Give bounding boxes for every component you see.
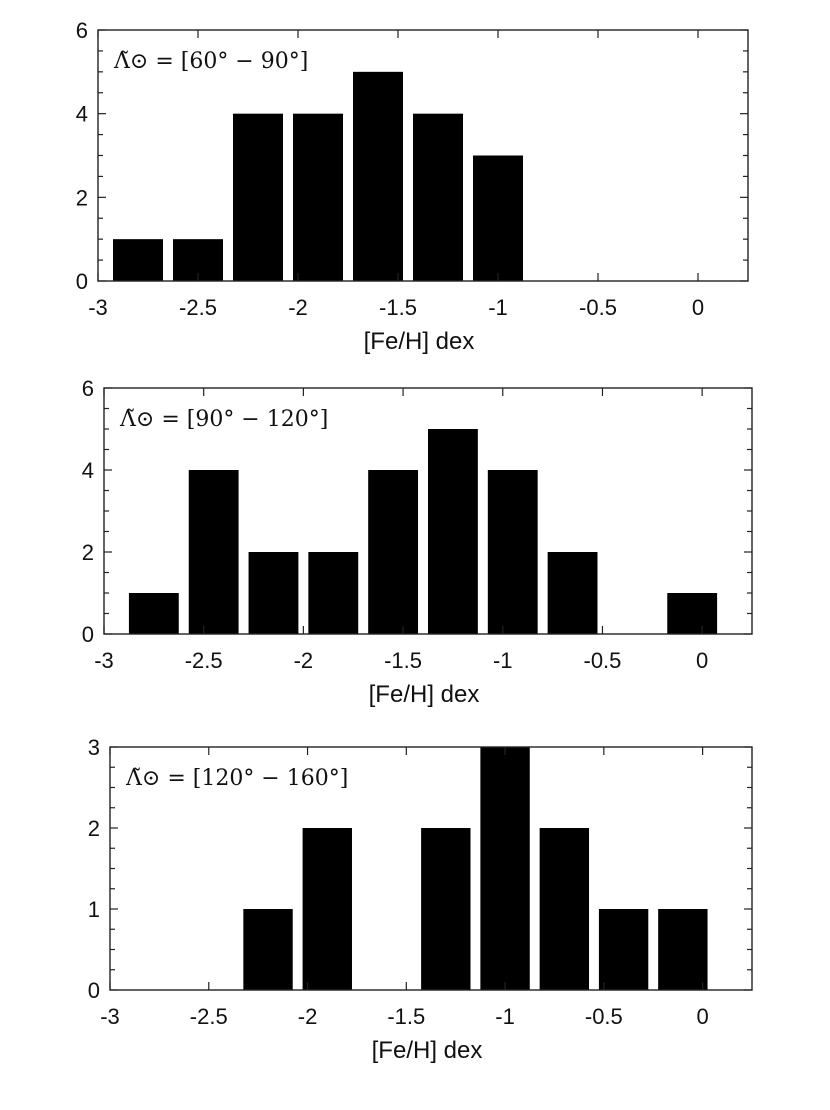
x-tick-label: -0.5: [584, 648, 622, 673]
bar-2-9: [667, 593, 718, 634]
x-axis-label: [Fe/H] dex: [372, 1037, 483, 1064]
x-tick-label: -1.5: [387, 1004, 425, 1029]
bar-2-6: [428, 429, 478, 634]
bar-2-7: [487, 470, 538, 634]
bar-2-3: [248, 552, 299, 634]
bar-1-7: [473, 155, 523, 281]
panel-annotation: Λ̃⊙ = [90° − 120°]: [119, 407, 328, 432]
x-tick-label: -0.5: [579, 295, 617, 320]
panel-annotation: Λ̃⊙ = [120° − 160°]: [125, 766, 348, 791]
x-tick-label: -2.5: [185, 648, 223, 673]
x-tick-label: -2: [298, 1004, 318, 1029]
x-tick-label: -3: [94, 648, 114, 673]
x-tick-label: -2: [288, 295, 308, 320]
bar-3-7: [658, 909, 708, 990]
y-tick-label: 2: [88, 816, 100, 841]
bar-1-6: [413, 113, 463, 282]
y-tick-label: 0: [82, 622, 94, 647]
panel-annotation: Λ̃⊙ = [60° − 90°]: [113, 49, 308, 74]
x-tick-label: -1.5: [379, 295, 417, 320]
x-axis-label: [Fe/H] dex: [364, 328, 475, 355]
bar-2-8: [547, 552, 598, 634]
x-tick-label: -2: [294, 648, 314, 673]
bar-3-4: [480, 747, 530, 990]
bar-1-4: [293, 113, 343, 282]
panel-2: 0 2 4 6 -3 -2.5 -2 -1.5 -1 -0.5 0 [Fe/H] dex Λ̃⊙ = […: [82, 376, 753, 708]
x-tick-label: 0: [696, 648, 708, 673]
x-tick-label: -3: [100, 1004, 120, 1029]
bar-3-1: [243, 909, 293, 990]
bar-3-5: [539, 828, 590, 990]
y-tick-label: 2: [82, 540, 94, 565]
x-tick-label: -3: [88, 295, 108, 320]
y-tick-label: 1: [88, 897, 100, 922]
x-tick-label: -2.5: [190, 1004, 228, 1029]
x-tick-label: -0.5: [585, 1004, 623, 1029]
x-axis-label: [Fe/H] dex: [369, 681, 480, 708]
panel-3: 0 1 2 3 -3 -2.5 -2 -1.5 -1 -0.5 0 [Fe/H] dex Λ̃⊙ = […: [88, 735, 753, 1064]
x-tick-label: 0: [692, 295, 704, 320]
y-tick-label: 6: [82, 376, 94, 401]
x-tick-label: -2.5: [179, 295, 217, 320]
panel-1: 0 2 4 6 -3 -2.5 -2 -1.5 -1 -0.5 0 [Fe/H] dex Λ̃⊙ = […: [76, 18, 749, 355]
y-tick-label: 4: [82, 458, 94, 483]
bar-2-5: [368, 470, 419, 634]
x-tick-label: -1.5: [384, 648, 422, 673]
y-tick-label: 6: [76, 18, 88, 43]
bar-1-5: [353, 71, 403, 281]
y-tick-label: 4: [76, 102, 88, 127]
y-tick-label: 2: [76, 185, 88, 210]
x-tick-label: -1: [495, 1004, 515, 1029]
y-tick-label: 0: [76, 269, 88, 294]
x-tick-label: 0: [696, 1004, 708, 1029]
x-tick-label: -1: [493, 648, 513, 673]
bar-1-3: [233, 113, 283, 282]
bar-2-1: [128, 593, 179, 634]
bar-2-2: [188, 470, 239, 634]
bar-3-6: [598, 909, 649, 990]
y-tick-label: 0: [88, 978, 100, 1003]
bar-3-3: [421, 828, 471, 990]
bar-3-2: [302, 828, 352, 990]
bar-1-1: [113, 239, 163, 281]
bar-2-4: [308, 552, 359, 634]
y-tick-label: 3: [88, 735, 100, 760]
x-tick-label: -1: [488, 295, 508, 320]
